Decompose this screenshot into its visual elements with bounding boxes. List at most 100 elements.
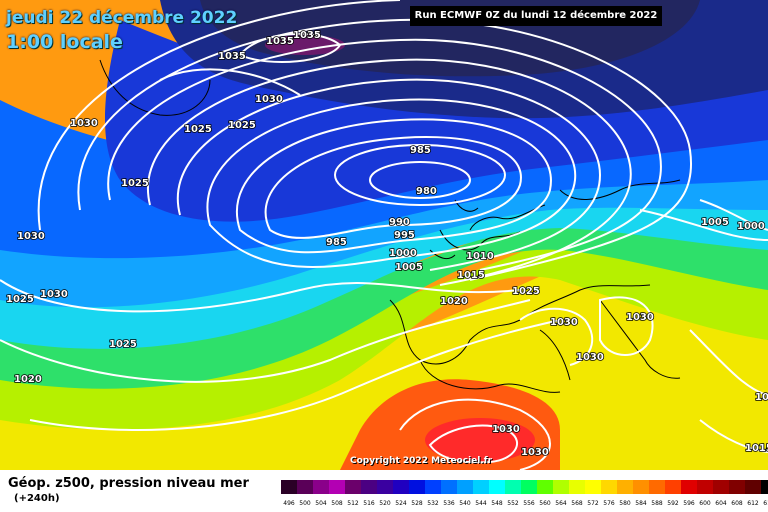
scale-swatch <box>441 480 457 494</box>
isobar-1010 <box>107 38 662 271</box>
forecast-date: jeudi 22 décembre 2022 <box>6 8 238 28</box>
isobar-1030-high <box>428 424 518 464</box>
isobar-label: 1030 <box>576 352 604 363</box>
isobar-1015-east <box>699 419 768 453</box>
scale-swatch <box>537 480 553 494</box>
scale-label: 608 <box>731 500 743 507</box>
scale-swatch <box>681 480 697 494</box>
isobar-985-inner <box>334 144 506 206</box>
isobar-label: 1030 <box>626 312 654 323</box>
isobar-1030-italy <box>519 307 594 366</box>
isobar-985 <box>264 136 522 239</box>
forecast-hour: (+240h) <box>14 493 60 504</box>
isobar-label: 1020 <box>755 392 768 403</box>
color-scale <box>281 480 768 494</box>
isobar-label: 1030 <box>550 317 578 328</box>
scale-label: 584 <box>635 500 647 507</box>
isobar-label: 1005 <box>701 217 729 228</box>
scale-label: 548 <box>491 500 503 507</box>
isobar-990 <box>236 118 552 254</box>
scale-swatch <box>409 480 425 494</box>
isobar-label: 1000 <box>389 248 417 259</box>
scale-swatch <box>473 480 489 494</box>
isobar-label: 1015 <box>457 270 485 281</box>
isobar-1030-greenland <box>159 68 301 96</box>
isobar-label: 1005 <box>395 262 423 273</box>
scale-label: 596 <box>683 500 695 507</box>
scale-swatch <box>745 480 761 494</box>
isobar-label: 1030 <box>492 424 520 435</box>
scale-swatch <box>521 480 537 494</box>
band-darkblue <box>105 20 768 222</box>
band-red-core <box>425 418 535 462</box>
scale-label: 568 <box>571 500 583 507</box>
isobar-1000 <box>176 78 602 271</box>
scale-swatch <box>377 480 393 494</box>
isobar-label: 980 <box>416 186 437 197</box>
scale-swatch <box>665 480 681 494</box>
legend-footer: Géop. z500, pression niveau mer (+240h) … <box>0 470 768 512</box>
isobar-label: 1025 <box>228 120 256 131</box>
scale-label: 520 <box>379 500 391 507</box>
scale-label: 524 <box>395 500 407 507</box>
scale-label: 576 <box>603 500 615 507</box>
scale-label: 556 <box>523 500 535 507</box>
isobar-label: 1025 <box>121 178 149 189</box>
scale-swatch <box>313 480 329 494</box>
scale-swatch <box>729 480 745 494</box>
isobar-1030-balkan <box>599 296 654 356</box>
isobar-label: 1030 <box>17 231 45 242</box>
scale-swatch <box>697 480 713 494</box>
scale-label: 540 <box>459 500 471 507</box>
isobar-label: 1030 <box>70 118 98 129</box>
scale-label: 580 <box>619 500 631 507</box>
isobar-label: 1020 <box>14 374 42 385</box>
scale-swatch <box>489 480 505 494</box>
scale-label: 536 <box>443 500 455 507</box>
scale-label: 588 <box>651 500 663 507</box>
isobar-label: 1030 <box>255 94 283 105</box>
isobar-1000-east <box>699 199 768 231</box>
isobar-1020-north <box>37 0 401 231</box>
scale-swatch <box>633 480 649 494</box>
isobar-label: 985 <box>410 145 431 156</box>
isobars <box>0 0 768 470</box>
scale-label: 532 <box>427 500 439 507</box>
isobar-label: 1010 <box>466 251 494 262</box>
isobar-1015 <box>77 18 693 281</box>
isobar-label: 1035 <box>218 51 246 62</box>
isobar-label: 1020 <box>440 296 468 307</box>
scale-label: 500 <box>299 500 311 507</box>
scale-swatch <box>569 480 585 494</box>
scale-swatch <box>345 480 361 494</box>
run-info-banner: Run ECMWF 0Z du lundi 12 décembre 2022 <box>410 6 662 26</box>
isobar-1025-west <box>0 279 521 313</box>
scale-label: 496 <box>283 500 295 507</box>
isobar-label: 995 <box>394 230 415 241</box>
legend-title: Géop. z500, pression niveau mer <box>8 476 249 491</box>
isobar-995 <box>206 98 577 268</box>
isobar-label: 990 <box>389 217 410 228</box>
scale-swatch <box>425 480 441 494</box>
isobar-1030-med <box>399 398 551 470</box>
scale-swatch <box>297 480 313 494</box>
isobar-1020-east <box>689 329 768 396</box>
scale-label: 592 <box>667 500 679 507</box>
scale-label: 564 <box>555 500 567 507</box>
color-scale-labels: 496 500 504 508 512 516 520 524 528 532 536 540 544 5… <box>281 500 768 507</box>
isobar-label: 1025 <box>512 286 540 297</box>
scale-swatch <box>361 480 377 494</box>
scale-swatch <box>329 480 345 494</box>
scale-swatch <box>457 480 473 494</box>
isobar-label: 1030 <box>521 447 549 458</box>
scale-label: 616 <box>763 500 768 507</box>
scale-label: 600 <box>699 500 711 507</box>
copyright-text: Copyright 2022 Meteociel.fr <box>350 456 493 466</box>
isobar-label: 1025 <box>184 124 212 135</box>
isobar-label: 985 <box>326 237 347 248</box>
scale-swatch <box>585 480 601 494</box>
isobar-label: 1025 <box>109 339 137 350</box>
